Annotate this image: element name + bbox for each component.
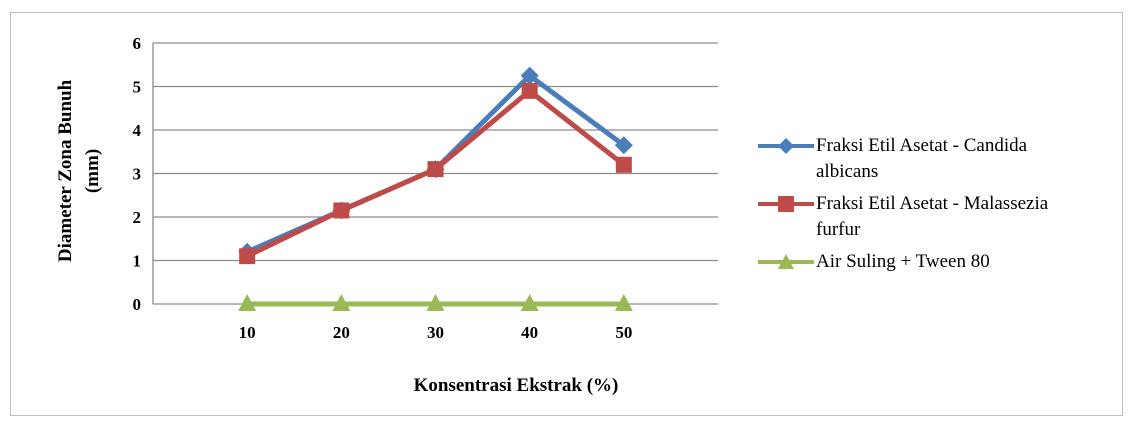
legend-key-square-icon [758,196,814,212]
y-axis-title-line-1: Diameter Zona Bunuh [55,79,76,262]
data-point-square [427,161,444,178]
data-point-square [615,156,632,173]
x-tick-label: 10 [239,323,256,342]
data-point-triangle [238,294,257,311]
data-point-triangle [426,294,445,311]
series-triangle [238,294,633,311]
y-tick-label: 6 [133,34,142,53]
data-point-triangle [520,294,539,311]
data-point-diamond [520,66,539,85]
y-tick-label: 5 [133,78,142,97]
data-point-square [521,82,538,99]
series-square [239,82,632,265]
line-chart: 0 1 2 3 4 5 6 10 20 30 40 50 Diameter Zona Bunuh (… [55,34,718,396]
legend-label: Air Suling + Tween 80 [816,251,990,272]
legend-key-diamond-icon [758,138,814,154]
data-point-triangle [614,294,633,311]
series-lines [238,66,633,311]
y-tick-label: 1 [133,252,142,271]
legend-label-line-2: albicans [816,161,879,182]
legend-item-control: Air Suling + Tween 80 [756,249,1126,275]
y-tick-label: 0 [133,295,142,314]
y-axis-title-line-2: (mm) [82,149,103,193]
x-tick-label: 40 [521,323,538,342]
x-axis-title: Konsentrasi Ekstrak (%) [414,375,619,396]
legend-label-line-1: Fraksi Etil Asetat - Candida [816,135,1028,156]
legend: Fraksi Etil Asetat - Candida albicans Fr… [756,133,1126,281]
chart-frame: 0 1 2 3 4 5 6 10 20 30 40 50 Diameter Zona Bunuh (… [10,12,1123,416]
legend-item-malassezia: Fraksi Etil Asetat - Malassezia furfur [756,191,1126,243]
data-point-diamond [614,136,633,155]
legend-key-triangle-icon [758,254,814,269]
x-tick-label: 20 [333,323,350,342]
data-point-square [239,248,256,265]
data-point-square [333,202,350,219]
x-tick-label: 30 [427,323,444,342]
legend-label-line-2: furfur [816,219,861,240]
y-axis-ticks: 0 1 2 3 4 5 6 [133,34,142,314]
x-axis-ticks: 10 20 30 40 50 [239,323,633,342]
data-point-triangle [332,294,351,311]
y-tick-label: 4 [133,121,142,140]
legend-label-line-1: Fraksi Etil Asetat - Malassezia [816,193,1049,214]
y-tick-label: 2 [133,208,142,227]
legend-item-candida: Fraksi Etil Asetat - Candida albicans [756,133,1126,185]
y-tick-label: 3 [133,165,142,184]
x-tick-label: 50 [615,323,632,342]
